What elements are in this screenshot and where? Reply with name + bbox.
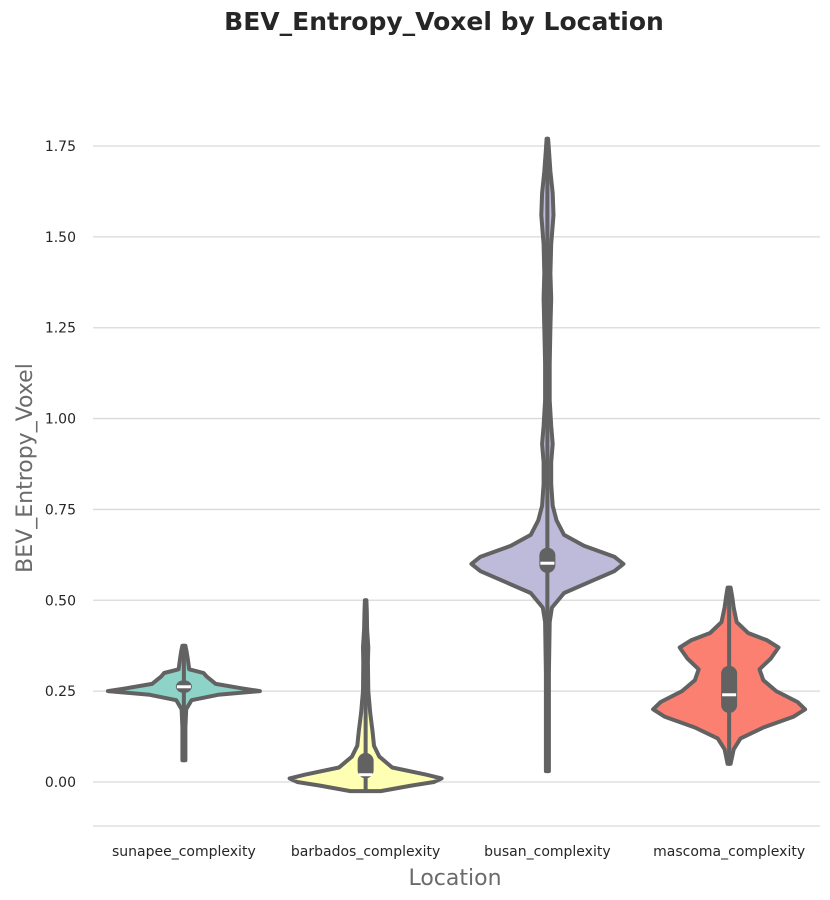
y-tick-label: 0.00: [45, 775, 76, 791]
violin-mascoma_complexity: [651, 585, 808, 766]
y-tick-label: 0.50: [45, 593, 76, 609]
y-tick-label: 0.25: [45, 684, 76, 700]
y-tick-label: 1.25: [45, 321, 76, 337]
y-tick-label: 0.75: [45, 502, 76, 518]
y-axis-label: BEV_Entropy_Voxel: [13, 363, 38, 573]
y-tick-label: 1.75: [45, 139, 76, 155]
chart-title: BEV_Entropy_Voxel by Location: [224, 7, 664, 36]
y-tick-label: 1.50: [45, 230, 76, 246]
x-tick-label: mascoma_complexity: [653, 844, 805, 860]
violin-busan_complexity: [469, 136, 626, 774]
x-tick-label: sunapee_complexity: [112, 844, 256, 860]
violin-iqr-box: [357, 752, 374, 779]
x-axis-label: Location: [408, 866, 501, 891]
x-tick-labels: sunapee_complexity barbados_complexity bus…: [112, 844, 805, 860]
y-tick-label: 1.00: [45, 412, 76, 428]
x-tick-label: barbados_complexity: [291, 844, 440, 860]
x-tick-label: busan_complexity: [484, 844, 611, 860]
violin-barbados_complexity: [287, 598, 444, 794]
violins: [105, 136, 808, 794]
violin-sunapee_complexity: [105, 643, 262, 763]
y-tick-labels: 0.00 0.25 0.50 0.75 1.00 1.25 1.50 1.75: [45, 139, 76, 791]
violin-iqr-box: [539, 547, 556, 574]
violin-iqr-box: [721, 665, 738, 713]
